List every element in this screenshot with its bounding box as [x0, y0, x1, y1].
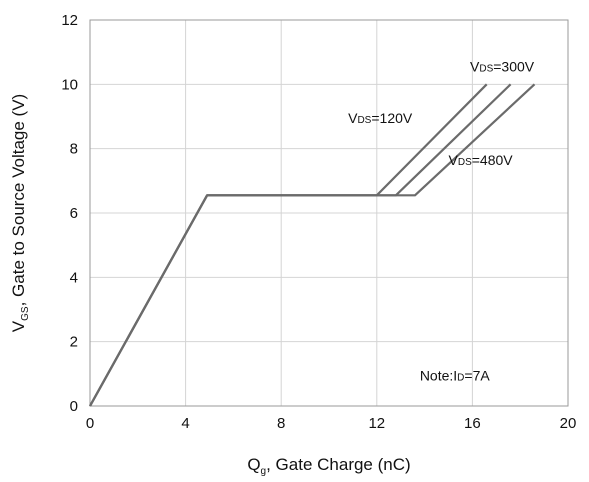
y-tick-label: 0 [70, 398, 78, 415]
series-line-1 [89, 83, 488, 407]
vds-label: VDS=120V [348, 110, 413, 126]
x-axis-label-sub: g [261, 466, 267, 477]
series-lines [89, 83, 536, 407]
series-line-2 [89, 83, 512, 407]
x-axis-label-main: Q [247, 455, 260, 474]
x-tick-label: 4 [181, 415, 189, 432]
vds-label-rest: =300V [493, 58, 535, 74]
y-axis-label-main: V [9, 320, 28, 332]
y-tick-label: 8 [70, 141, 78, 158]
x-tick-label: 16 [464, 415, 481, 432]
vds-label: VDS=300V [470, 58, 535, 74]
plot-frame [89, 19, 569, 407]
x-axis-label-rest: , Gate Charge (nC) [266, 455, 411, 474]
x-tick-label: 12 [368, 415, 385, 432]
x-tick-label: 0 [86, 415, 94, 432]
x-axis-label: Qg, Gate Charge (nC) [247, 455, 410, 477]
y-tick-label: 12 [61, 12, 78, 29]
note-label: Note:ID=7A [420, 367, 491, 383]
vds-label-rest: =120V [371, 110, 413, 126]
y-tick-label: 4 [70, 269, 78, 286]
vds-label-main: V [449, 152, 459, 168]
vds-label-sub: DS [357, 115, 371, 126]
y-tick-label: 10 [61, 76, 78, 93]
vds-label-sub: DS [458, 157, 472, 168]
vds-label: VDS=480V [449, 152, 514, 168]
y-tick-label: 6 [70, 205, 78, 222]
note-label-main: Note:I [420, 367, 457, 383]
y-axis-label-rest: , Gate to Source Voltage (V) [9, 94, 28, 307]
y-tick-labels: 0 2 4 6 8 10 12 [61, 12, 78, 415]
vds-label-rest: =480V [472, 152, 514, 168]
y-axis-label: VGS, Gate to Source Voltage (V) [9, 94, 31, 332]
y-tick-label: 2 [70, 334, 78, 351]
vds-label-main: V [470, 58, 480, 74]
x-tick-label: 8 [277, 415, 285, 432]
note-label-rest: =7A [464, 367, 490, 383]
grid-lines [90, 20, 568, 406]
x-tick-labels: 0 4 8 12 16 20 [86, 415, 577, 432]
series-line-3 [89, 83, 536, 407]
y-axis-label-sub: GS [20, 306, 31, 321]
note-label-sub: D [457, 372, 464, 383]
x-tick-label: 20 [560, 415, 577, 432]
vds-label-sub: DS [479, 63, 493, 74]
vds-label-main: V [348, 110, 358, 126]
